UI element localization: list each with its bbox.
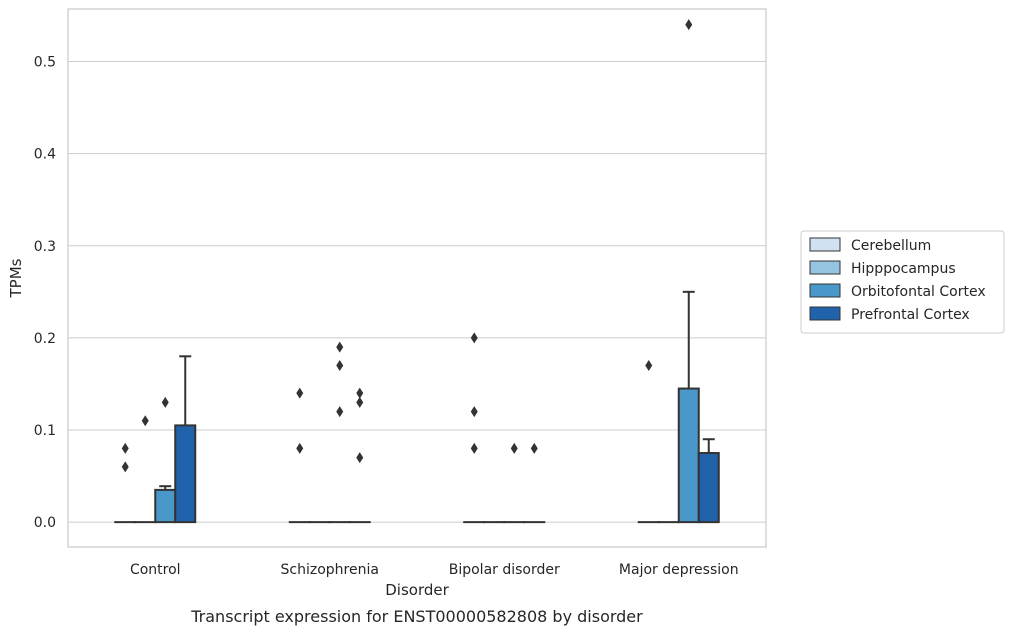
outlier-point (356, 387, 364, 399)
outlier-point (296, 442, 304, 454)
outlier-point (121, 442, 129, 454)
x-tick-label: Bipolar disorder (449, 562, 560, 578)
bar (174, 424, 197, 524)
grid-layer (68, 61, 766, 523)
y-tick-label: 0.5 (34, 55, 56, 71)
outlier-point (356, 396, 364, 408)
whisker-layer (159, 290, 715, 490)
legend-label: Hipppocampus (851, 261, 956, 277)
outlier-point (336, 360, 344, 372)
chart-caption: Transcript expression for ENST0000058280… (190, 607, 643, 626)
y-tick-label: 0.3 (34, 239, 56, 255)
outlier-point (685, 19, 693, 31)
plot-frame (67, 8, 767, 548)
outlier-point (645, 360, 653, 372)
outlier-point (161, 396, 169, 408)
y-tick-label: 0.0 (34, 515, 56, 531)
bars-layer (114, 387, 720, 524)
bar (677, 387, 700, 524)
legend-swatch (809, 237, 841, 252)
legend-label: Prefrontal Cortex (851, 307, 970, 323)
x-tick-label: Major depression (619, 562, 739, 578)
outlier-point (141, 415, 149, 427)
bar (697, 452, 720, 524)
outlier-point (336, 406, 344, 418)
outlier-point (470, 332, 478, 344)
legend-swatch (809, 306, 841, 321)
legend-label: Cerebellum (851, 238, 931, 254)
legend: Cerebellum Hipppocampus Orbitofontal Corte… (800, 230, 1005, 334)
x-tick-label: Schizophrenia (281, 562, 379, 578)
legend-label: Orbitofontal Cortex (851, 284, 986, 300)
y-tick-label: 0.2 (34, 331, 56, 347)
x-tick-labels: Control Schizophrenia Bipolar disorder Majo… (130, 562, 739, 578)
outlier-point (356, 452, 364, 464)
legend-swatch (809, 283, 841, 298)
outlier-point (470, 442, 478, 454)
x-axis-label: Disorder (385, 581, 449, 599)
legend-box (800, 230, 1005, 334)
bar (154, 488, 177, 524)
outlier-point (336, 341, 344, 353)
outlier-point (530, 442, 538, 454)
outlier-point (296, 387, 304, 399)
outlier-layer (121, 19, 693, 473)
outlier-point (121, 461, 129, 473)
x-tick-label: Control (130, 562, 181, 578)
y-axis-label: TPMs (7, 258, 25, 298)
outlier-point (510, 442, 518, 454)
legend-swatch (809, 260, 841, 275)
y-tick-label: 0.4 (34, 147, 56, 163)
y-tick-label: 0.1 (34, 423, 56, 439)
outlier-point (470, 406, 478, 418)
y-tick-labels: 0.0 0.1 0.2 0.3 0.4 0.5 (34, 55, 56, 532)
